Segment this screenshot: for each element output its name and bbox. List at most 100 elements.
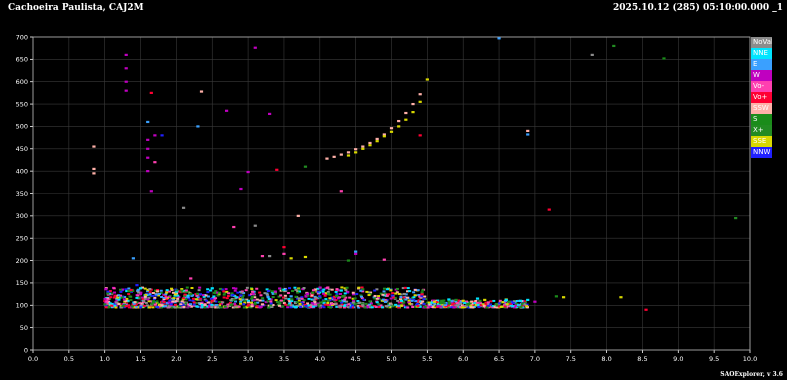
band-echo [407, 301, 411, 304]
legend-item-ssw: SSW [751, 103, 772, 114]
y-tick-label: 400 [16, 167, 28, 175]
band-echo [253, 296, 257, 299]
band-echo [511, 302, 515, 305]
band-echo [143, 287, 147, 290]
band-echo [507, 301, 511, 304]
band-echo [106, 290, 110, 293]
echo-point-noval [289, 304, 293, 307]
band-echo [345, 300, 349, 303]
band-echo [129, 295, 133, 298]
band-echo [139, 291, 143, 294]
band-echo [344, 296, 348, 299]
band-echo [204, 294, 208, 297]
band-echo [242, 303, 246, 306]
band-echo [165, 289, 169, 292]
band-echo [106, 298, 110, 301]
band-echo [153, 303, 157, 306]
band-echo [146, 290, 150, 293]
band-echo [287, 298, 291, 301]
band-echo [294, 302, 298, 305]
band-echo [360, 295, 364, 298]
band-echo [313, 288, 317, 291]
band-echo [125, 302, 129, 305]
band-echo [269, 304, 273, 307]
band-echo [408, 290, 412, 293]
band-echo [183, 293, 187, 296]
band-echo [444, 301, 448, 304]
band-echo [212, 300, 216, 303]
band-echo [423, 305, 427, 308]
band-echo [184, 290, 188, 293]
echo-point-nnw [239, 294, 243, 297]
echo-point-nne [526, 298, 530, 302]
band-echo [351, 293, 355, 296]
band-echo [239, 299, 243, 302]
band-echo [385, 299, 389, 302]
band-echo [143, 295, 147, 298]
band-echo [296, 290, 300, 293]
band-echo [370, 306, 374, 309]
band-echo [192, 301, 196, 304]
band-echo [146, 298, 150, 301]
band-echo [340, 301, 344, 304]
band-echo [113, 291, 117, 294]
station-title: Cachoeira Paulista, CAJ2M [8, 3, 144, 13]
band-echo [380, 299, 384, 302]
band-echo [316, 297, 320, 300]
band-echo [346, 306, 350, 309]
band-echo [277, 295, 281, 298]
y-tick-label: 300 [16, 212, 28, 220]
band-echo [321, 290, 325, 293]
band-echo [212, 295, 216, 298]
echo-point-noval [361, 304, 365, 307]
band-echo [304, 295, 308, 298]
x-tick-label: 2.0 [171, 355, 181, 363]
x-tick-label: 0.5 [64, 355, 74, 363]
band-echo [149, 300, 153, 303]
band-echo [259, 294, 263, 297]
band-echo [133, 304, 137, 307]
band-echo [342, 306, 346, 309]
band-echo [155, 300, 159, 303]
band-echo [316, 287, 320, 290]
band-echo [191, 299, 195, 302]
band-echo [446, 304, 450, 307]
band-echo [226, 295, 230, 298]
band-echo [251, 292, 255, 295]
band-echo [160, 295, 164, 298]
band-echo [115, 299, 119, 302]
band-echo [206, 301, 210, 304]
band-echo [273, 290, 277, 293]
band-echo [186, 296, 190, 299]
band-echo [391, 292, 395, 295]
band-echo [320, 304, 324, 307]
band-echo [401, 287, 405, 290]
band-echo [108, 302, 112, 305]
band-echo [186, 303, 190, 306]
band-echo [330, 302, 334, 305]
echo-point-s [346, 259, 351, 262]
band-echo [156, 290, 160, 293]
band-echo [120, 296, 124, 299]
band-echo [459, 305, 463, 308]
band-echo [397, 306, 401, 309]
y-tick-label: 450 [16, 145, 28, 153]
band-echo [385, 294, 389, 297]
echo-point-e [146, 120, 150, 124]
echo-point-e [289, 295, 293, 298]
band-echo [387, 303, 391, 306]
band-echo [338, 300, 342, 303]
band-echo [255, 298, 259, 301]
band-echo [119, 290, 123, 293]
plot-frame [32, 36, 751, 351]
band-echo [286, 306, 290, 309]
band-echo [472, 300, 476, 303]
y-tick-label: 250 [16, 235, 28, 243]
band-echo [203, 306, 207, 309]
band-echo [279, 289, 283, 292]
band-echo [422, 298, 426, 301]
band-echo [251, 290, 255, 293]
band-echo [141, 297, 145, 300]
band-echo [469, 306, 473, 309]
band-echo [517, 299, 521, 302]
